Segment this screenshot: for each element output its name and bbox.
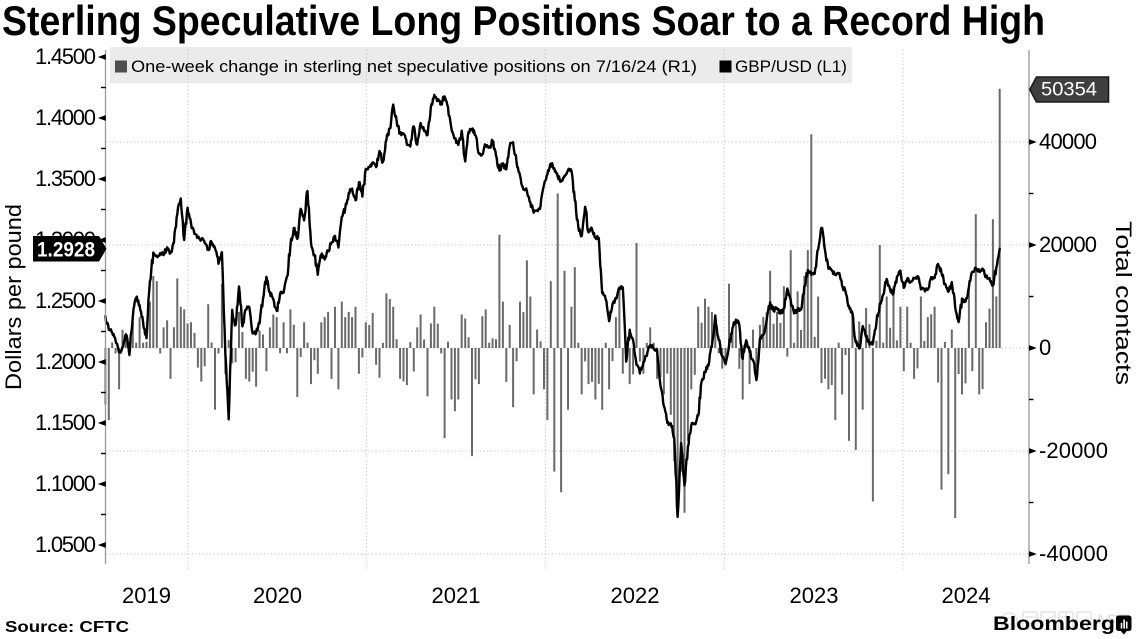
- svg-text:2019: 2019: [122, 583, 171, 608]
- svg-text:Sterling Speculative Long Posi: Sterling Speculative Long Positions Soar…: [2, 0, 1045, 44]
- svg-text:2020: 2020: [253, 583, 302, 608]
- svg-text:20000: 20000: [1039, 232, 1097, 257]
- svg-text:2023: 2023: [790, 583, 839, 608]
- svg-text:Bloomberg: Bloomberg: [993, 614, 1115, 635]
- svg-text:1.3500: 1.3500: [35, 166, 96, 191]
- svg-text:Source: CFTC: Source: CFTC: [5, 619, 130, 636]
- svg-text:1.2500: 1.2500: [35, 288, 96, 313]
- svg-text:50354: 50354: [1041, 80, 1097, 101]
- svg-text:1.0500: 1.0500: [35, 532, 96, 557]
- svg-text:0: 0: [1039, 335, 1051, 360]
- svg-text:1.2928: 1.2928: [37, 239, 95, 262]
- svg-text:1.4500: 1.4500: [35, 44, 96, 69]
- svg-text:1.1500: 1.1500: [35, 410, 96, 435]
- svg-text:2024: 2024: [942, 583, 991, 608]
- svg-text:1.2000: 1.2000: [35, 349, 96, 374]
- svg-text:Dollars per pound: Dollars per pound: [1, 204, 26, 390]
- svg-text:-40000: -40000: [1039, 541, 1108, 566]
- svg-text:-20000: -20000: [1039, 438, 1108, 463]
- svg-text:GBP/USD (L1): GBP/USD (L1): [735, 57, 847, 76]
- svg-text:1.4000: 1.4000: [35, 105, 96, 130]
- svg-text:1.1000: 1.1000: [35, 471, 96, 496]
- svg-text:40000: 40000: [1039, 129, 1097, 154]
- svg-text:2021: 2021: [432, 583, 481, 608]
- svg-text:One-week change in sterling ne: One-week change in sterling net speculat…: [131, 57, 697, 76]
- svg-text:2022: 2022: [611, 583, 660, 608]
- svg-text:Total contacts: Total contacts: [1111, 221, 1136, 385]
